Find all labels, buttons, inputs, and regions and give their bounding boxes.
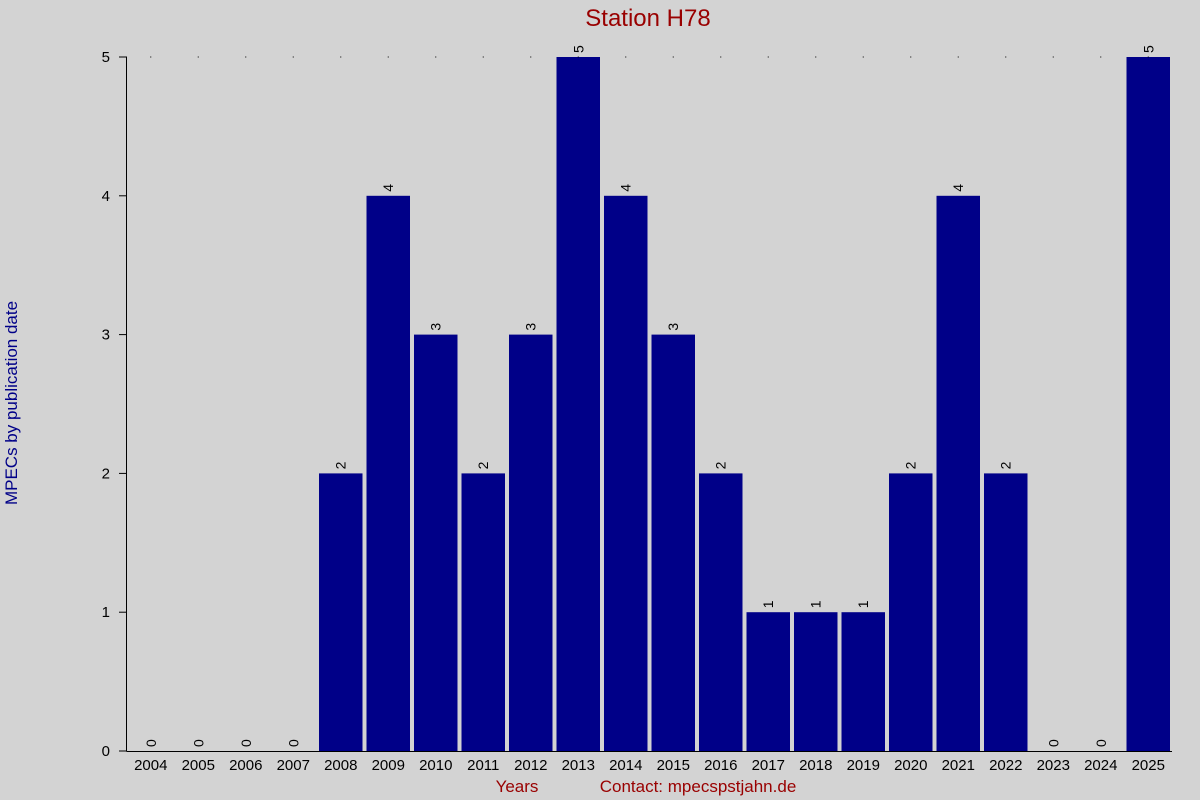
data-label: 5 (1140, 45, 1156, 53)
x-tick-label: 2016 (704, 757, 737, 774)
top-marker (530, 56, 532, 58)
data-label: 1 (808, 600, 824, 608)
contact-note: Contact: mpecspstjahn.de (600, 777, 797, 796)
x-tick-label: 2019 (847, 757, 880, 774)
y-axis-label: MPECs by publication date (2, 301, 21, 505)
top-marker (197, 56, 199, 58)
x-tick-label: 2005 (182, 757, 215, 774)
x-tick-label: 2007 (277, 757, 310, 774)
x-tick-label: 2022 (989, 757, 1022, 774)
x-tick-label: 2008 (324, 757, 357, 774)
y-tick-label: 5 (102, 49, 110, 66)
bar (366, 195, 410, 752)
data-label: 0 (238, 739, 254, 747)
bar (746, 612, 790, 751)
top-marker (435, 56, 437, 58)
bar (604, 195, 648, 752)
data-label: 3 (665, 323, 681, 331)
data-label: 0 (143, 739, 159, 747)
x-tick-label: 2018 (799, 757, 832, 774)
top-marker (387, 56, 389, 58)
data-label: 4 (380, 184, 396, 192)
top-marker (340, 56, 342, 58)
data-label: 0 (285, 739, 301, 747)
top-marker (577, 56, 579, 58)
chart-title: Station H78 (585, 5, 710, 32)
x-tick-label: 2014 (609, 757, 642, 774)
top-marker (815, 56, 817, 58)
bar (889, 473, 933, 751)
data-label: 5 (570, 45, 586, 53)
data-label: 0 (1093, 739, 1109, 747)
top-marker (767, 56, 769, 58)
top-marker (1005, 56, 1007, 58)
data-label: 2 (903, 461, 919, 469)
top-marker (862, 56, 864, 58)
top-marker (672, 56, 674, 58)
bar (461, 473, 505, 751)
bar (936, 195, 980, 752)
x-tick-label: 2004 (134, 757, 167, 774)
y-tick-label: 3 (102, 327, 110, 344)
data-label: 3 (428, 323, 444, 331)
data-label: 3 (523, 323, 539, 331)
data-label: 1 (760, 600, 776, 608)
bar (319, 473, 363, 751)
x-tick-label: 2024 (1084, 757, 1117, 774)
x-tick-label: 2017 (752, 757, 785, 774)
top-marker (1052, 56, 1054, 58)
x-tick-label: 2009 (372, 757, 405, 774)
bar (984, 473, 1028, 751)
bar (509, 334, 553, 751)
top-marker (1100, 56, 1102, 58)
data-label: 2 (998, 461, 1014, 469)
data-label: 0 (190, 739, 206, 747)
top-marker (910, 56, 912, 58)
x-tick-label: 2015 (657, 757, 690, 774)
data-label: 2 (713, 461, 729, 469)
x-tick-label: 2021 (942, 757, 975, 774)
x-tick-label: 2012 (514, 757, 547, 774)
data-label: 0 (1045, 739, 1061, 747)
bar (1126, 57, 1170, 751)
y-tick-label: 4 (102, 188, 110, 205)
x-tick-label: 2006 (229, 757, 262, 774)
top-marker (625, 56, 627, 58)
y-tick-label: 0 (102, 743, 110, 760)
bar (414, 334, 458, 751)
top-marker (1147, 56, 1149, 58)
x-tick-label: 2025 (1132, 757, 1165, 774)
bar (841, 612, 885, 751)
bar (651, 334, 695, 751)
x-axis-label: Years (496, 777, 539, 796)
data-label: 1 (855, 600, 871, 608)
data-label: 2 (333, 461, 349, 469)
x-tick-label: 2023 (1037, 757, 1070, 774)
x-tick-label: 2011 (467, 757, 499, 774)
top-marker (482, 56, 484, 58)
x-tick-label: 2020 (894, 757, 927, 774)
top-marker (150, 56, 152, 58)
x-tick-label: 2013 (562, 757, 595, 774)
data-label: 4 (618, 184, 634, 192)
top-marker (245, 56, 247, 58)
data-label: 4 (950, 184, 966, 192)
top-marker (957, 56, 959, 58)
x-tick-label: 2010 (419, 757, 452, 774)
top-marker (720, 56, 722, 58)
plot-area: 0123452004020050200602007020082200942010… (102, 45, 1172, 774)
top-marker (292, 56, 294, 58)
y-tick-label: 2 (102, 465, 110, 482)
y-tick-label: 1 (102, 604, 110, 621)
bar (556, 57, 600, 751)
data-label: 2 (475, 461, 491, 469)
bar (699, 473, 743, 751)
bar (794, 612, 838, 751)
